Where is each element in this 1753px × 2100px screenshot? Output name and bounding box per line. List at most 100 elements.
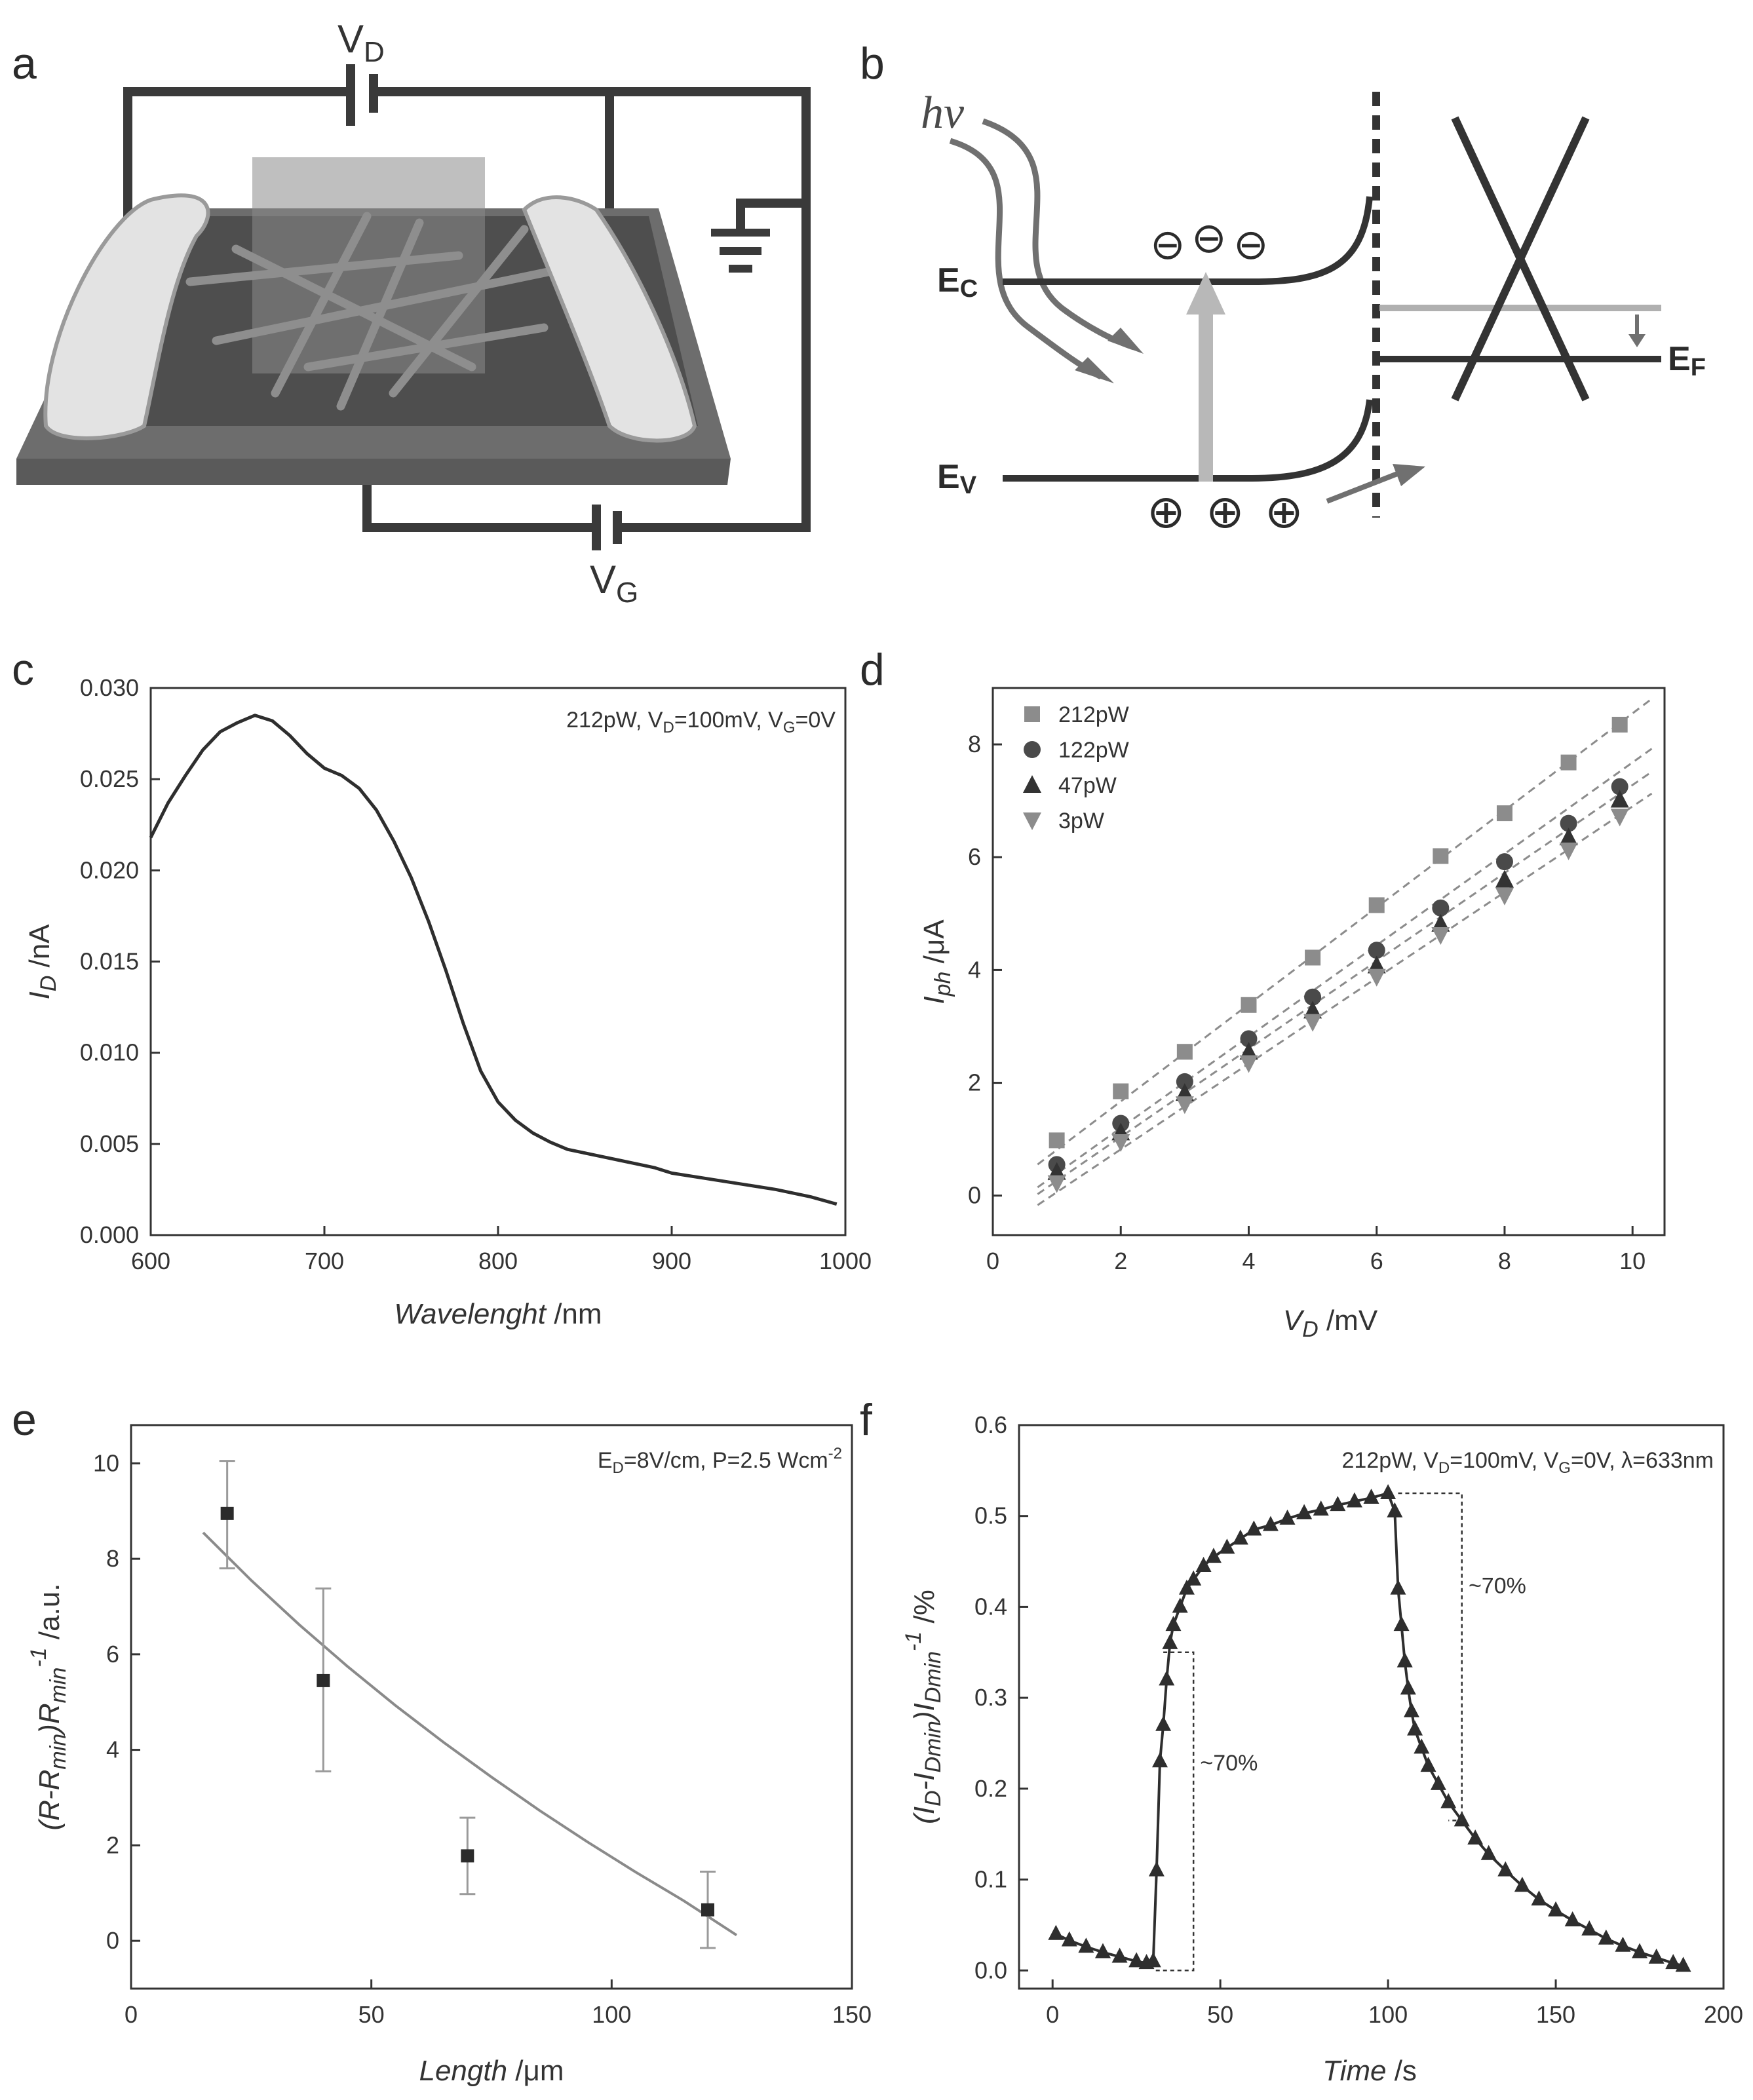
data-point-circle	[1176, 1073, 1193, 1090]
panel-a-letter: a	[12, 39, 37, 88]
ec-label: EC	[937, 261, 978, 303]
data-point-triangle	[1495, 869, 1514, 888]
data-point-triangle	[1414, 1738, 1430, 1754]
hole-transfer-arrow	[1326, 469, 1404, 504]
plot-frame-e	[130, 1424, 853, 1990]
data-point-triangle-down	[1047, 1175, 1066, 1193]
panel-d-chart: d 0 2 4 6 8 10 0 2 4 6 8 212pW 122pW 47pW 3pW VD /mV…	[860, 645, 1666, 1342]
y-tick-label: 2	[106, 1831, 119, 1858]
tick-marks-c	[149, 687, 847, 1236]
data-point-triangle	[1393, 1616, 1410, 1632]
y-tick-label: 4	[968, 956, 981, 983]
fit-curve	[202, 1531, 738, 1937]
y-tick-labels-f: 0.0 0.1 0.2 0.3 0.4 0.5 0.6	[974, 1411, 1007, 1983]
rise-label: ~70%	[1200, 1751, 1258, 1776]
x-tick-label: 10	[1619, 1248, 1646, 1274]
y-tick-labels-d: 0 2 4 6 8	[968, 731, 981, 1209]
data-point-circle	[1611, 778, 1628, 795]
data-point-triangle	[1152, 1752, 1168, 1768]
data-point-triangle	[1363, 1488, 1379, 1504]
data-point-triangle	[1162, 1633, 1178, 1649]
panel-c-letter: c	[12, 645, 34, 695]
photon-arrows	[949, 118, 1135, 380]
data-point-triangle	[1330, 1496, 1346, 1512]
y-axis-label-f: (ID-IDmin)IDmin-1 /%	[901, 1590, 946, 1824]
right-electrode	[522, 195, 697, 443]
panel-e-chart: e 0 50 100 150 0 2 4 6 8 10 Length /μm (R-Rmin)R…	[12, 1395, 872, 2087]
x-tick-label: 50	[358, 2001, 385, 2028]
panel-c-chart: c 600 700 800 900 1000 0.0000.0050.0100.0150…	[12, 645, 872, 1330]
vg-battery-icon	[592, 505, 622, 550]
data-point-triangle	[1262, 1516, 1279, 1531]
data-point-triangle	[1346, 1492, 1362, 1508]
panel-f-chart: f 0 50 100 150 200 0.0 0.1 0.2 0.3 0.4 0.5 0.6 ~70…	[860, 1395, 1743, 2087]
data-point-triangle	[1155, 1715, 1172, 1731]
svg-text:⊕: ⊕	[1265, 485, 1303, 539]
svg-text:⊖: ⊖	[1191, 214, 1227, 263]
hole-transfer-arrowhead	[1393, 464, 1425, 486]
data-point-triangle	[1023, 775, 1041, 793]
data-point-triangle	[1185, 1570, 1202, 1586]
data-point-triangle	[1148, 1861, 1165, 1877]
conduction-band	[1003, 196, 1373, 285]
data-point	[317, 1673, 330, 1687]
y-tick-labels-e: 0 2 4 6 8 10	[93, 1449, 119, 1954]
annotation-f: 212pW, VD=100mV, VG=0V, λ=633nm	[1341, 1448, 1714, 1477]
svg-text:⊖: ⊖	[1233, 221, 1269, 269]
data-point-triangle	[1610, 790, 1629, 808]
data-point-triangle	[1430, 1774, 1446, 1790]
data-point	[701, 1903, 714, 1917]
data-point-triangle	[1078, 1938, 1094, 1953]
y-tick-label: 0.6	[974, 1411, 1007, 1438]
ev-label: EV	[937, 458, 977, 499]
data-point-circle	[1240, 1030, 1258, 1048]
data-point-triangle	[1467, 1829, 1484, 1845]
data-point-triangle	[1440, 1793, 1457, 1808]
legend-label: 212pW	[1058, 702, 1129, 727]
fall-bracket	[1398, 1492, 1463, 1822]
data-point-triangle	[1195, 1557, 1212, 1572]
fit-line	[1037, 771, 1653, 1195]
svg-text:⊖: ⊖	[1150, 221, 1185, 269]
data-point-triangle	[1559, 828, 1578, 846]
data-point-square	[1176, 1044, 1193, 1060]
data-point-triangle	[1615, 1936, 1631, 1952]
data-point-triangle-down	[1495, 887, 1514, 906]
vd-battery-icon	[346, 64, 378, 126]
data-point-triangle	[1548, 1901, 1564, 1917]
data-point-triangle	[1232, 1529, 1248, 1545]
excitation-arrowhead	[1186, 272, 1225, 315]
data-point-square	[1305, 949, 1321, 966]
legend-label: 122pW	[1058, 738, 1129, 763]
y-axis-label-e: (R-Rmin)Rmin-1 /a.u.	[26, 1584, 71, 1831]
holes: ⊕ ⊕ ⊕	[1147, 485, 1303, 539]
data-point-triangle-down	[1303, 1014, 1322, 1032]
fall-label: ~70%	[1469, 1574, 1526, 1599]
data-point-triangle-down	[1431, 927, 1450, 945]
plot-marks-d	[1037, 698, 1653, 1206]
panel-f-letter: f	[860, 1395, 872, 1445]
data-point-square	[1049, 1132, 1065, 1149]
panel-b-letter: b	[860, 39, 885, 88]
data-point-triangle-down	[1111, 1134, 1130, 1152]
y-tick-label: 8	[106, 1545, 119, 1572]
data-point-triangle	[1675, 1957, 1691, 1972]
data-point-triangle	[1279, 1509, 1296, 1525]
data-point-triangle	[1480, 1844, 1497, 1860]
y-tick-label: 0.015	[80, 948, 139, 975]
x-axis-label-f: Time /s	[1322, 2055, 1417, 2087]
x-tick-label: 700	[305, 1248, 344, 1274]
x-tick-label: 150	[832, 2001, 872, 2028]
data-point	[220, 1506, 234, 1520]
x-axis-label-e: Length /μm	[419, 2055, 564, 2087]
data-point-triangle-down	[1610, 809, 1629, 827]
data-point-triangle	[1246, 1520, 1262, 1536]
x-tick-label: 0	[986, 1248, 999, 1274]
plot-frame-c	[149, 687, 847, 1236]
plot-marks-c	[149, 714, 838, 1206]
data-point-triangle-down	[1175, 1096, 1194, 1115]
data-point-triangle	[1581, 1920, 1598, 1936]
tick-marks-d	[992, 743, 1634, 1235]
data-point-triangle-down	[1239, 1055, 1258, 1073]
